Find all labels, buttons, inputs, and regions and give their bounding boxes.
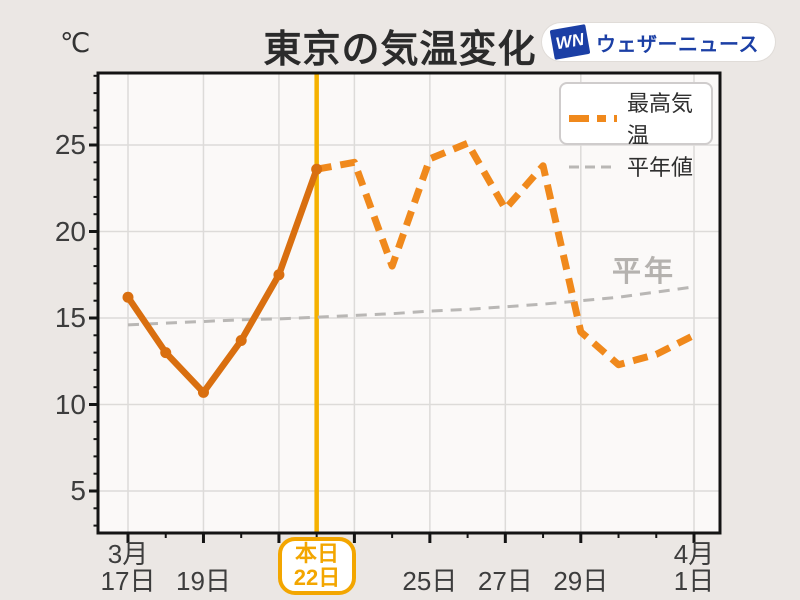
data-point-marker bbox=[122, 291, 134, 303]
chart-title: 東京の気温変化 bbox=[263, 29, 537, 71]
axes-frame bbox=[96, 71, 722, 535]
plot-area bbox=[98, 73, 720, 533]
x-tick-label: 4月 1日 bbox=[673, 539, 715, 596]
today-badge: 本日 22日 bbox=[278, 537, 356, 595]
x-tick-label: 3月 17日 bbox=[100, 539, 156, 596]
x-tick-label: 27日 bbox=[477, 566, 533, 596]
weathernews-logo: WN ウェザーニュース bbox=[542, 23, 775, 61]
data-point-marker bbox=[311, 163, 323, 175]
today-badge-line2: 22日 bbox=[293, 565, 341, 590]
chart-legend: 最高気温 平年値 bbox=[559, 82, 713, 180]
max-temp-observed-line bbox=[124, 165, 320, 396]
y-tick-label: 20 bbox=[54, 215, 86, 247]
today-badge-line1: 本日 bbox=[294, 541, 339, 566]
legend-row: 平年値 bbox=[561, 150, 711, 182]
y-tick-label: 5 bbox=[70, 475, 86, 506]
x-tick-label: 19日 bbox=[175, 566, 231, 596]
data-point-marker bbox=[235, 334, 247, 346]
data-point-marker bbox=[160, 347, 172, 359]
y-tick-label: 15 bbox=[54, 302, 86, 333]
data-point-marker bbox=[273, 269, 285, 281]
data-point-marker bbox=[197, 386, 209, 398]
legend-label: 最高気温 bbox=[627, 91, 694, 148]
y-tick-label: 25 bbox=[54, 129, 86, 160]
x-tick-label: 29日 bbox=[553, 566, 609, 596]
normal-legend-swatch-icon bbox=[569, 165, 617, 169]
y-tick-label: 10 bbox=[54, 388, 86, 420]
x-tick-label: 25日 bbox=[402, 566, 458, 596]
normal-line-label: 平年 bbox=[612, 256, 677, 288]
legend-label: 平年値 bbox=[627, 155, 694, 180]
weathernews-logo-text: ウェザーニュース bbox=[596, 33, 759, 56]
legend-row: 最高気温 bbox=[561, 86, 711, 150]
y-axis-unit-label: ℃ bbox=[60, 28, 91, 58]
max-temp-legend-swatch-icon bbox=[569, 115, 617, 122]
